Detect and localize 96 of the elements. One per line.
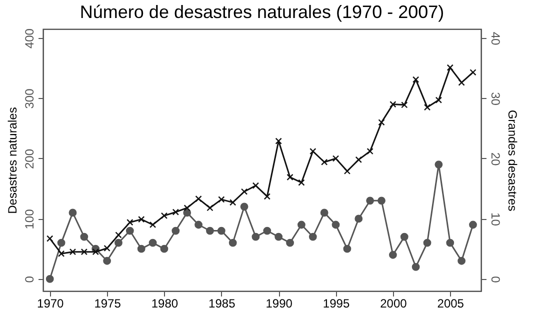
y2-tick-label: 10 (488, 212, 502, 226)
point (412, 76, 420, 83)
point (104, 244, 110, 252)
point (264, 193, 270, 200)
point (343, 244, 352, 253)
point (366, 196, 374, 205)
point (332, 220, 340, 229)
y-tick-label: 200 (22, 148, 36, 170)
point (172, 226, 180, 235)
point (274, 232, 283, 241)
point (58, 250, 65, 257)
point (388, 250, 397, 259)
chart-title: Número de desastres naturales (1970 - 2007) (80, 2, 444, 22)
point (355, 156, 362, 164)
point (378, 119, 385, 126)
x-tick-label: 1995 (322, 296, 350, 310)
point (115, 232, 122, 238)
point (310, 148, 316, 155)
y-tick-label: 400 (22, 28, 36, 49)
point (206, 204, 214, 212)
point (446, 238, 454, 247)
y-axis-title: Desastres naturales (6, 107, 20, 214)
point (172, 208, 179, 216)
y-tick-label: 0 (22, 276, 36, 283)
point (80, 248, 88, 256)
point (137, 244, 146, 253)
point (103, 256, 111, 265)
point (114, 238, 122, 247)
point (240, 202, 248, 211)
y2-tick-label: 0 (488, 276, 502, 284)
point (160, 244, 168, 253)
point (320, 208, 328, 217)
point (458, 79, 465, 86)
y2-axis-title: Grandes desastres (506, 110, 520, 212)
y2-tick-label: 40 (488, 32, 502, 46)
point (344, 168, 351, 174)
point (194, 220, 202, 229)
point (148, 238, 157, 247)
point (252, 232, 260, 241)
x-tick-label: 1970 (37, 296, 64, 310)
point (390, 100, 396, 108)
point (458, 256, 466, 265)
x-tick-label: 2005 (437, 296, 464, 310)
point (206, 226, 214, 235)
point (286, 238, 294, 247)
point (298, 220, 306, 229)
point (46, 235, 54, 242)
point (138, 216, 145, 223)
point (252, 182, 260, 189)
point (366, 148, 374, 155)
x-tick-label: 1975 (94, 296, 122, 310)
x-tick-label: 1990 (266, 296, 293, 310)
point (423, 238, 432, 247)
point (218, 196, 225, 203)
y2-tick-label: 20 (488, 152, 502, 166)
point (401, 102, 408, 108)
point (228, 238, 237, 247)
point (412, 262, 420, 271)
point (298, 179, 305, 186)
point (184, 204, 190, 212)
point (354, 214, 363, 223)
point (424, 104, 431, 111)
point (195, 196, 202, 202)
x-tick-label: 2000 (380, 296, 408, 310)
point (434, 160, 443, 168)
point (217, 226, 226, 235)
point (446, 64, 454, 71)
point (46, 275, 54, 283)
x-tick-label: 1980 (151, 296, 178, 310)
point (240, 188, 248, 195)
point (263, 226, 272, 235)
point (160, 212, 168, 220)
point (183, 208, 192, 217)
point (332, 155, 340, 162)
point (400, 232, 408, 241)
y-tick-label: 100 (22, 208, 36, 230)
point (126, 226, 134, 235)
point (435, 96, 442, 104)
point (275, 138, 282, 144)
point (68, 208, 77, 217)
point (470, 69, 476, 76)
point (149, 221, 156, 228)
point (69, 248, 76, 256)
y-tick-label: 300 (22, 88, 36, 109)
point (57, 238, 66, 247)
point (126, 219, 134, 226)
x-tick-label: 1985 (208, 296, 236, 310)
point (230, 199, 236, 206)
point (378, 196, 386, 205)
y2-tick-label: 30 (488, 92, 502, 106)
point (308, 232, 317, 241)
point (469, 220, 477, 229)
point (80, 232, 88, 241)
point (92, 248, 99, 256)
point (286, 174, 294, 181)
point (320, 158, 328, 166)
